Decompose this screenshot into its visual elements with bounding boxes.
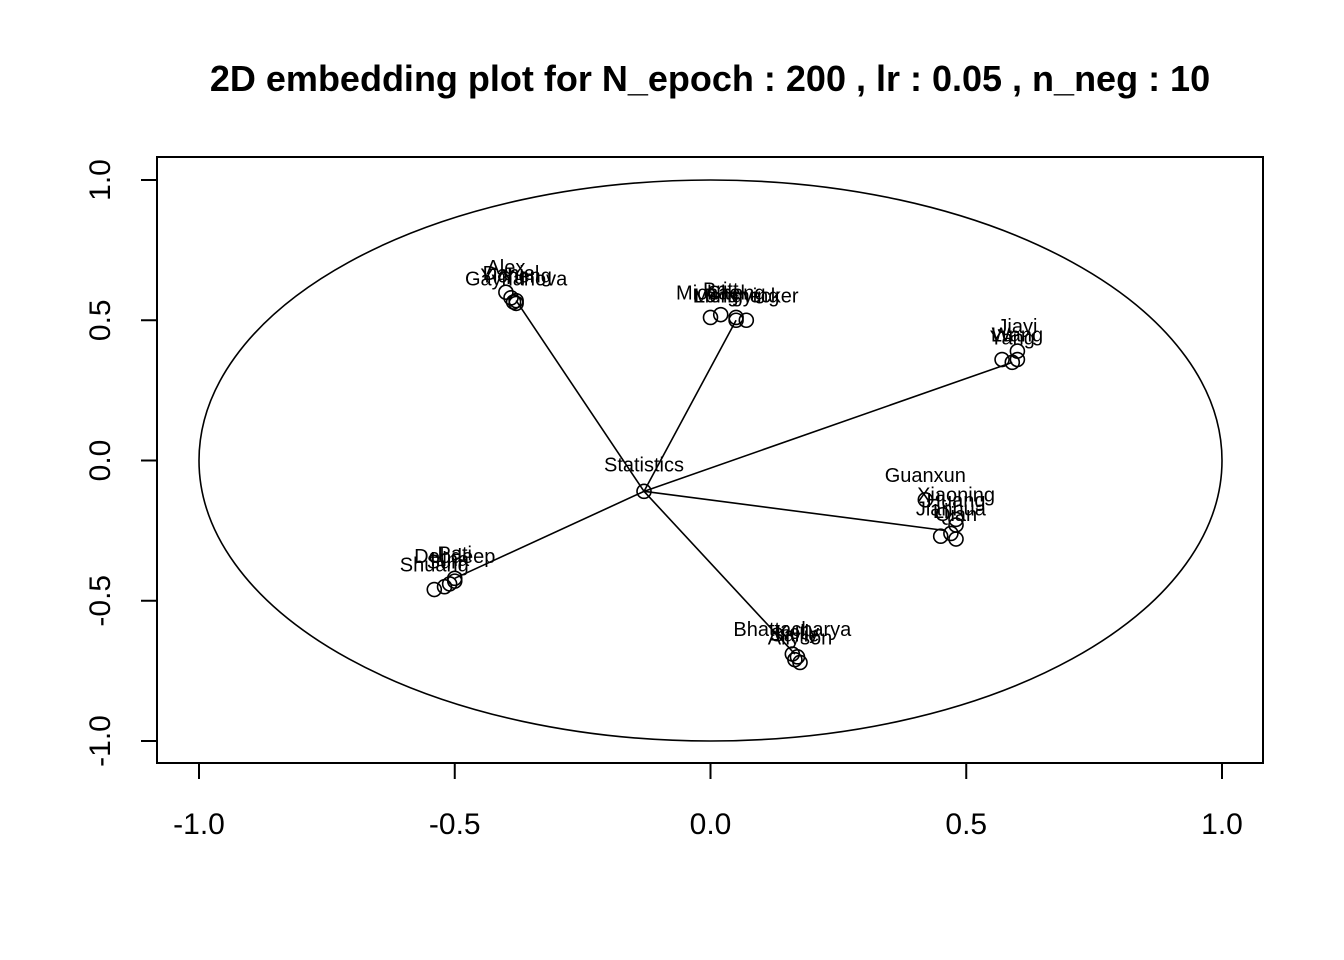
data-point [426,581,443,598]
data-point [508,295,524,312]
y-tick-label: -0.5 [84,575,117,627]
point-label: Lu [991,325,1013,347]
data-point [932,528,949,545]
point-label: Jiayi [997,316,1037,338]
y-tick-label: 0.0 [84,440,117,482]
point-label: Jianhua [916,498,987,520]
point-label: Debdeep [414,546,495,568]
y-axis: -1.0 -0.5 0.0 0.5 1.0 [84,159,158,767]
x-tick-label: -1.0 [173,808,225,841]
point-label: Cheng [707,282,766,304]
data-point [943,525,959,542]
point-label: Yu [502,267,525,289]
center-point [636,483,652,500]
point-label: Guanxun [885,465,966,487]
x-tick-label: 1.0 [1201,808,1243,841]
connector-line [515,300,645,492]
data-point [446,573,463,589]
data-point [738,312,755,329]
point-label: Britt [703,280,739,302]
y-tick-label: -1.0 [84,715,117,767]
point-label: Sun [427,552,463,574]
point-label: Daniel [483,263,540,285]
x-tick-label: 0.0 [690,808,732,841]
connector-line [643,319,737,492]
x-tick-label: 0.5 [945,808,987,841]
connector-line [643,490,946,532]
x-axis: -1.0 -0.5 0.0 0.5 1.0 [173,762,1243,841]
connector-lines [454,300,1013,655]
data-points [426,284,1026,671]
unit-circle [198,179,1223,742]
data-point [702,309,719,326]
point-label: Sallie [770,625,819,647]
data-point [787,651,803,668]
data-point [505,294,522,310]
point-label: Pati [438,543,472,565]
data-point [994,351,1010,368]
data-point [498,284,514,301]
point-label: Xiaoning [917,484,995,506]
point-label: Bhattacharya [733,619,852,641]
center-label: Statistics [604,454,684,476]
unit-circle-layer [198,179,1223,742]
point-label: Irina [430,549,470,571]
point-label: Yicheng [480,266,552,288]
y-tick-label: 1.0 [84,159,117,201]
connector-line [454,490,645,580]
plot-frame [156,156,1264,764]
point-label: Longnecker [694,285,799,307]
point-label: Huang [927,490,986,512]
connector-line [643,490,796,655]
point-label: Li [933,501,949,523]
point-label: Yang [990,327,1035,349]
data-point [1004,354,1021,371]
x-tick-label: -0.5 [429,808,481,841]
point-label: Gaynanova [465,268,568,290]
point-label: Qian [935,504,977,526]
point-label: Shuang [400,555,469,577]
point-label: Alex [486,257,525,279]
point-label: Michael [676,282,745,304]
data-point [948,531,964,547]
y-tick-label: 0.5 [84,299,117,341]
chart-title: 2D embedding plot for N_epoch : 200 , lr… [209,58,1211,99]
data-point [917,491,934,508]
data-point [948,511,964,528]
data-point [712,306,729,323]
point-label: Wang [992,325,1044,347]
connector-line [643,361,1013,493]
point-label: Kelly [776,622,819,644]
point-label: Allyson [768,627,832,649]
data-point [728,309,744,326]
point-label: Mengying [693,285,780,307]
